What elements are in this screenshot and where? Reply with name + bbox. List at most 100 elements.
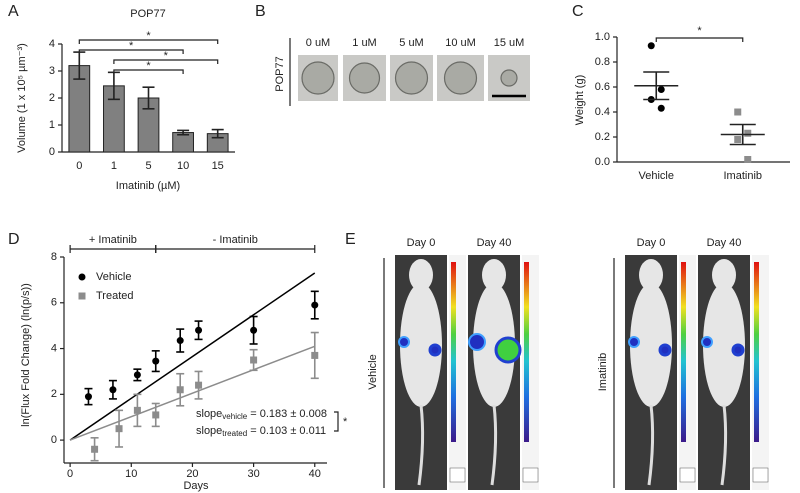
slope-label: slope — [196, 425, 222, 437]
tumor-signal — [701, 336, 713, 348]
cell — [348, 62, 381, 94]
data-point — [657, 86, 665, 93]
cell-line-label: POP77 — [274, 56, 286, 91]
x-axis-label: Imatinib (µM) — [116, 180, 180, 192]
tumor-signal — [398, 336, 410, 348]
significance-star: * — [146, 30, 151, 42]
phase-label: + Imatinib — [89, 234, 137, 246]
data-point — [84, 393, 92, 401]
error-bar — [643, 71, 670, 101]
slope-subscript: vehicle — [222, 412, 247, 421]
tumor-signal — [468, 333, 486, 351]
slope-annotation: slopetreated = 0.103 ± 0.011 — [196, 425, 326, 438]
slope-value: = 0.183 ± 0.008 — [247, 408, 327, 420]
dose-label: 0 uM — [306, 37, 330, 49]
x-tick-label: Vehicle — [639, 170, 674, 182]
significance-star: * — [164, 50, 169, 62]
chart-title: POP77 — [130, 8, 165, 20]
data-point — [176, 386, 184, 394]
y-tick-label: 4 — [51, 342, 57, 354]
scale-box — [679, 467, 696, 483]
legend-marker — [78, 273, 86, 281]
data-point — [176, 337, 184, 345]
mouse-head — [639, 259, 663, 291]
data-point — [109, 386, 117, 394]
group-label: Imatinib — [597, 353, 609, 392]
significance-bracket — [113, 69, 184, 74]
data-point — [657, 104, 665, 112]
y-axis-label: Weight (g) — [574, 75, 586, 126]
scale-box — [522, 467, 539, 483]
tumor-signal — [628, 336, 640, 348]
y-tick-label: 0.6 — [595, 81, 610, 93]
x-axis-label: Days — [183, 480, 209, 492]
data-point — [744, 156, 752, 163]
scale-box — [449, 467, 466, 483]
data-point — [647, 42, 655, 50]
error-bar — [729, 123, 756, 146]
legend-marker — [78, 292, 86, 300]
data-point — [250, 326, 258, 334]
mouse-head — [712, 259, 736, 291]
x-tick-label: 5 — [145, 160, 151, 172]
tumor-signal — [731, 343, 745, 357]
error-bar — [142, 86, 155, 110]
x-tick-label: 1 — [111, 160, 117, 172]
cell — [443, 61, 478, 95]
data-point — [250, 356, 258, 364]
data-point — [744, 129, 752, 137]
day-label: Day 40 — [477, 237, 512, 249]
mouse-tail — [720, 404, 728, 486]
data-point — [195, 381, 203, 389]
slope-bracket — [334, 411, 339, 432]
x-tick-label: 10 — [125, 468, 137, 480]
significance-bracket — [113, 59, 219, 64]
data-point — [91, 445, 99, 453]
panel-letter: E — [345, 231, 356, 248]
significance-star: * — [343, 416, 348, 428]
y-tick-label: 0.4 — [595, 106, 610, 118]
mouse-tail — [647, 404, 655, 486]
dose-label: 5 uM — [399, 37, 423, 49]
y-tick-label: 8 — [51, 251, 57, 263]
phase-label: - Imatinib — [213, 234, 258, 246]
x-tick-label: 10 — [177, 160, 189, 172]
cell — [500, 69, 518, 87]
mouse-head — [409, 259, 433, 291]
color-scale — [451, 262, 456, 442]
fit-line — [69, 272, 316, 441]
x-tick-label: 0 — [76, 160, 82, 172]
significance-bracket — [78, 39, 219, 44]
x-tick-label: 0 — [67, 468, 73, 480]
y-tick-label: 2 — [49, 92, 55, 104]
mouse-body — [703, 283, 745, 407]
dose-label: 1 uM — [352, 37, 376, 49]
y-tick-label: 1 — [49, 119, 55, 131]
tumor-signal — [494, 336, 522, 364]
phase-bracket — [155, 245, 316, 253]
significance-bracket — [78, 49, 184, 54]
color-scale — [754, 262, 759, 442]
x-tick-label: 15 — [212, 160, 224, 172]
slope-value: = 0.103 ± 0.011 — [247, 425, 326, 437]
y-axis-label: Volume (1 x 10⁵ µm⁻³) — [16, 43, 28, 153]
data-point — [115, 425, 123, 433]
significance-star: * — [129, 40, 134, 52]
dose-label: 10 uM — [445, 37, 476, 49]
y-axis-label: ln(Flux Fold Change) (ln(p/s)) — [20, 283, 32, 427]
mouse-tail — [417, 404, 425, 486]
group-label: Vehicle — [367, 354, 379, 389]
panel-letter: B — [255, 3, 266, 20]
data-point — [734, 136, 742, 143]
fit-line — [69, 345, 316, 441]
data-point — [311, 301, 319, 309]
tumor-signal — [658, 343, 672, 357]
panel-letter: A — [8, 3, 19, 20]
y-tick-label: 6 — [51, 297, 57, 309]
dose-label: 15 uM — [494, 37, 525, 49]
y-tick-label: 0.0 — [595, 156, 610, 168]
data-point — [152, 357, 160, 365]
legend-label: Vehicle — [96, 271, 131, 283]
x-tick-label: 40 — [309, 468, 321, 480]
y-tick-label: 0 — [51, 434, 57, 446]
